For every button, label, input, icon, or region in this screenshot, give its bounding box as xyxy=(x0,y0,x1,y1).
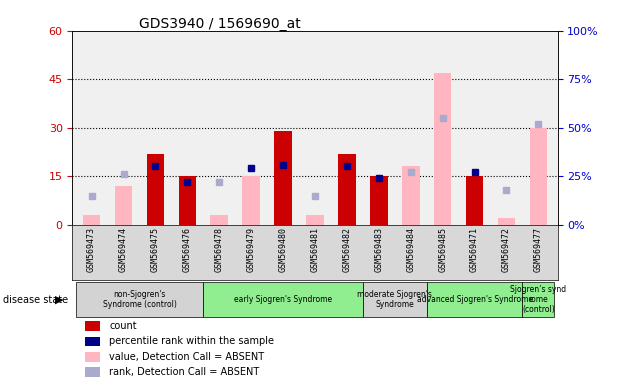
Bar xyxy=(363,282,427,317)
Text: ▶: ▶ xyxy=(55,295,63,305)
Text: percentile rank within the sample: percentile rank within the sample xyxy=(110,336,274,346)
Bar xyxy=(178,176,196,225)
Text: GSM569477: GSM569477 xyxy=(534,227,543,272)
Text: GDS3940 / 1569690_at: GDS3940 / 1569690_at xyxy=(139,17,301,31)
Bar xyxy=(147,154,164,225)
Bar xyxy=(427,282,522,317)
Bar xyxy=(530,128,547,225)
Bar xyxy=(203,282,363,317)
Bar xyxy=(85,321,101,331)
Text: non-Sjogren's
Syndrome (control): non-Sjogren's Syndrome (control) xyxy=(103,290,176,309)
Text: advanced Sjogren's Syndrome: advanced Sjogren's Syndrome xyxy=(416,295,532,304)
Text: moderate Sjogren's
Syndrome: moderate Sjogren's Syndrome xyxy=(357,290,432,309)
Bar xyxy=(85,336,101,346)
Bar xyxy=(76,282,203,317)
Bar xyxy=(85,352,101,362)
Text: GSM569479: GSM569479 xyxy=(247,227,256,272)
Text: GSM569476: GSM569476 xyxy=(183,227,192,272)
Bar xyxy=(434,73,452,225)
Bar xyxy=(85,367,101,377)
Text: value, Detection Call = ABSENT: value, Detection Call = ABSENT xyxy=(110,352,265,362)
Text: GSM569482: GSM569482 xyxy=(343,227,352,272)
Text: GSM569473: GSM569473 xyxy=(87,227,96,272)
Text: GSM569478: GSM569478 xyxy=(215,227,224,272)
Text: GSM569483: GSM569483 xyxy=(374,227,383,272)
Bar xyxy=(274,131,292,225)
Text: Sjogren’s synd
rome
(control): Sjogren’s synd rome (control) xyxy=(510,285,566,314)
Text: GSM569471: GSM569471 xyxy=(470,227,479,272)
Text: GSM569474: GSM569474 xyxy=(119,227,128,272)
Text: GSM569480: GSM569480 xyxy=(278,227,287,272)
Text: GSM569484: GSM569484 xyxy=(406,227,415,272)
Bar xyxy=(115,186,132,225)
Text: rank, Detection Call = ABSENT: rank, Detection Call = ABSENT xyxy=(110,367,260,377)
Bar xyxy=(466,176,483,225)
Text: GSM569472: GSM569472 xyxy=(502,227,511,272)
Text: disease state: disease state xyxy=(3,295,68,305)
Text: count: count xyxy=(110,321,137,331)
Text: GSM569485: GSM569485 xyxy=(438,227,447,272)
Bar xyxy=(306,215,324,225)
Bar xyxy=(338,154,356,225)
Text: early Sjogren's Syndrome: early Sjogren's Syndrome xyxy=(234,295,332,304)
Bar xyxy=(243,176,260,225)
Bar xyxy=(402,167,420,225)
Bar xyxy=(370,176,387,225)
Text: GSM569475: GSM569475 xyxy=(151,227,160,272)
Bar xyxy=(210,215,228,225)
Bar xyxy=(498,218,515,225)
Text: GSM569481: GSM569481 xyxy=(311,227,319,272)
Bar xyxy=(522,282,554,317)
Bar xyxy=(83,215,100,225)
